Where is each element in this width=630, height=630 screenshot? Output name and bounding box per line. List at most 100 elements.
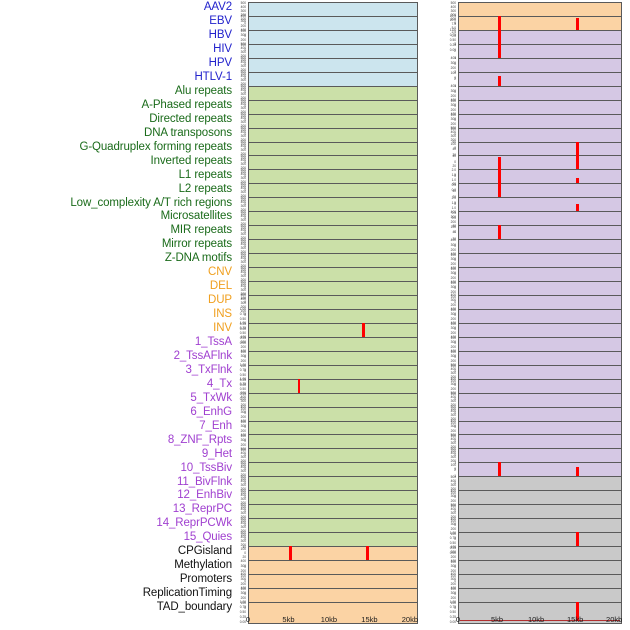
y-tick-label: 400 — [450, 279, 456, 284]
y-tick-label: 400 — [450, 237, 456, 242]
y-tick-label: 100 — [240, 462, 246, 467]
y-tick-label: 0 — [244, 34, 246, 39]
y-tick-label: 400 — [450, 98, 456, 103]
y-tick-label: 200 — [450, 303, 456, 308]
y-tick-label: 300 — [450, 454, 456, 459]
track-label: 11_BivFlnk — [176, 475, 232, 488]
y-tick-label: 400 — [240, 419, 246, 423]
y-tick-label: 0.5 — [451, 182, 456, 187]
y-tick-label: 200 — [450, 387, 456, 392]
track-label: Low_complexity A/T rich regions — [70, 196, 232, 209]
y-tick-label: 200 — [240, 277, 246, 282]
y-tick-label: 200 — [450, 275, 456, 280]
y-tick-label: 100 — [240, 29, 246, 34]
y-tick-label: 0 — [244, 369, 246, 374]
x-tick-label: 0 — [455, 614, 461, 624]
y-tick-label: 200 — [240, 442, 246, 447]
y-tick-label: 300 — [450, 424, 456, 428]
y-tick-label: 500 — [450, 363, 456, 368]
y-tick-label: 300 — [450, 270, 456, 275]
y-tick-label: 100 — [450, 127, 456, 132]
y-tick-label: 0 — [454, 229, 456, 234]
y-tick-label: 1 — [454, 83, 456, 88]
y-tick-label: 0 — [454, 592, 456, 597]
y-tick-label: 300 — [240, 189, 246, 194]
y-tick-label: 100 — [450, 518, 456, 523]
track-label: 15_Quies — [183, 531, 233, 544]
y-tick-label: 200 — [240, 528, 246, 533]
y-tick-label: 200 — [240, 221, 246, 226]
y-tick-label: 200 — [240, 24, 246, 29]
y-tick-label: 300 — [240, 399, 246, 404]
y-tick-label: 400 — [450, 335, 456, 340]
y-tick-label: 0 — [244, 146, 246, 151]
y-tick-label: 0.00 — [239, 383, 246, 388]
y-tick-label: 100 — [450, 587, 456, 592]
y-tick-label: 200 — [240, 415, 246, 420]
y-tick-label: 400 — [450, 409, 456, 414]
y-tick-label: 0.50 — [239, 331, 246, 336]
y-tick-label: 100 — [450, 113, 456, 118]
y-tick-label: 300 — [240, 301, 246, 306]
y-tick-label: 500 — [240, 70, 246, 75]
y-tick-label: 300 — [450, 413, 456, 418]
y-tick-label: 0.25 — [449, 43, 456, 48]
y-tick-label: 0 — [244, 20, 246, 25]
y-tick-label: 400 — [450, 56, 456, 61]
y-tick-label: 400 — [450, 349, 456, 354]
track-label: Z-DNA motifs — [164, 252, 232, 265]
y-tick-label: 500 — [240, 42, 246, 47]
y-tick-label: 0 — [454, 341, 456, 346]
y-tick-label: 0.50 — [239, 373, 246, 378]
y-tick-label: 300 — [240, 524, 246, 529]
y-tick-label: 400 — [240, 255, 246, 260]
y-tick-label: 0.25 — [239, 392, 246, 397]
y-tick-label: 0.00 — [239, 620, 246, 625]
track-label: L2 repeats — [178, 182, 232, 195]
y-tick-label: 200 — [240, 110, 246, 115]
y-tick-label: 500 — [450, 446, 456, 451]
y-tick-label: 400 — [450, 478, 456, 483]
y-tick-label: 200 — [240, 291, 246, 296]
y-tick-label: 0.25 — [239, 615, 246, 620]
y-tick-label: 200 — [240, 568, 246, 573]
y-tick-label: 200 — [450, 375, 456, 380]
y-tick-label: 0 — [244, 425, 246, 430]
y-tick-label: 300 — [240, 410, 246, 415]
track-label: Microsatellites — [160, 210, 232, 223]
y-tick-label: 100 — [450, 294, 456, 299]
y-tick-label: 200 — [240, 68, 246, 73]
y-tick-label: 20 — [452, 153, 456, 158]
y-tick-label: 300 — [450, 591, 456, 596]
y-tick-label: 300 — [240, 175, 246, 180]
y-tick-label: 300 — [450, 549, 456, 554]
y-tick-label: 200 — [240, 263, 246, 268]
y-tick-label: 100 — [240, 601, 246, 606]
y-tick-label: 40 — [452, 188, 456, 193]
y-tick-label: 300 — [450, 103, 456, 108]
y-tick-label: 400 — [240, 405, 246, 410]
y-tick-label: 0.75 — [239, 368, 246, 373]
y-tick-label: 200 — [240, 179, 246, 184]
x-tick-label: 5kb — [491, 614, 504, 624]
y-tick-label: 200 — [240, 12, 246, 17]
data-bar — [576, 601, 579, 621]
y-tick-label: 100 — [450, 336, 456, 341]
y-tick-label: 0.00 — [239, 397, 246, 402]
y-tick-label: 0 — [454, 173, 456, 178]
data-bar — [498, 43, 501, 63]
y-tick-label: 300 — [240, 120, 246, 125]
y-tick-label: 12.5 — [449, 14, 456, 19]
y-tick-label: 300 — [450, 214, 456, 219]
y-tick-label: 0 — [454, 62, 456, 67]
y-tick-label: 300 — [450, 510, 456, 515]
y-tick-label: 300 — [240, 538, 246, 543]
y-tick-label: 1.00 — [239, 321, 246, 326]
y-tick-label: 0 — [454, 76, 456, 81]
data-bar — [297, 378, 301, 398]
data-bar — [498, 76, 501, 91]
y-tick-label: 300 — [450, 117, 456, 122]
y-tick-label: 200 — [450, 444, 456, 449]
y-tick-label: 200 — [240, 472, 246, 477]
y-tick-label: 0 — [454, 20, 456, 25]
